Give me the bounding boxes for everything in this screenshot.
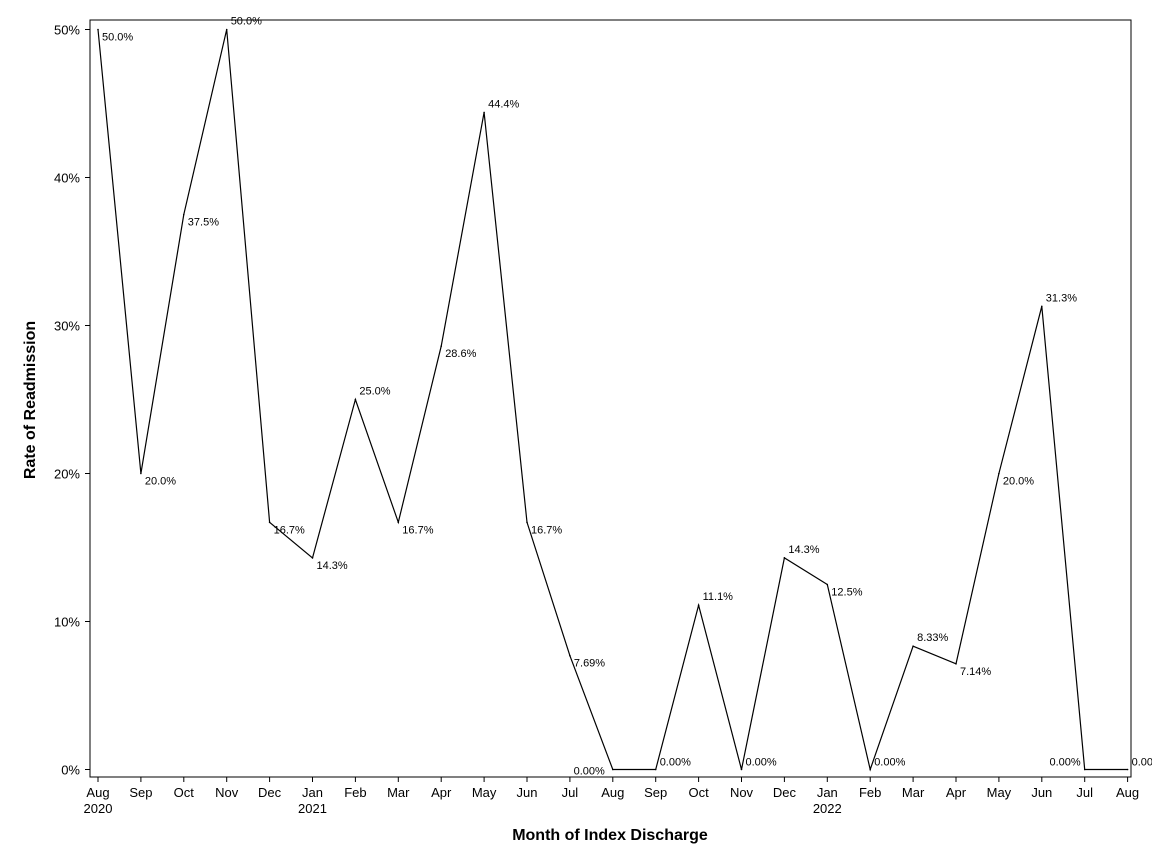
y-tick-label: 40% xyxy=(54,171,80,186)
x-tick-label: Nov xyxy=(215,785,239,800)
data-label: 7.14% xyxy=(960,666,991,678)
x-tick-label: Mar xyxy=(902,785,925,800)
series-line xyxy=(97,29,1128,772)
data-point xyxy=(1126,768,1129,771)
y-tick-label: 0% xyxy=(61,763,80,778)
data-label: 0.00% xyxy=(660,757,691,769)
data-label: 8.33% xyxy=(917,632,948,644)
data-point xyxy=(354,398,357,401)
data-label: 0.00% xyxy=(574,766,605,778)
data-label: 16.7% xyxy=(402,524,433,536)
x-tick-label: Jun xyxy=(1031,785,1052,800)
y-tick-label: 20% xyxy=(54,467,80,482)
x-tick-label: Mar xyxy=(387,785,410,800)
x-tick-label: Oct xyxy=(688,785,709,800)
data-label: 16.7% xyxy=(531,524,562,536)
data-label: 20.0% xyxy=(1003,476,1034,488)
data-point xyxy=(869,768,871,771)
data-label: 0.00% xyxy=(1132,757,1152,769)
x-tick-label: May xyxy=(987,785,1012,800)
y-axis-title: Rate of Readmission xyxy=(22,321,39,479)
x-tick-label: Sep xyxy=(129,785,152,800)
x-year-label: 2020 xyxy=(84,801,113,816)
data-point xyxy=(526,521,528,524)
data-point xyxy=(483,111,485,114)
x-tick-label: Dec xyxy=(773,785,797,800)
data-label: 14.3% xyxy=(317,560,348,572)
data-point xyxy=(654,768,657,771)
x-tick-label: Apr xyxy=(946,785,967,800)
y-axis: 0% 10% 20% 30% 40% 50% xyxy=(54,23,90,778)
data-point xyxy=(826,583,829,586)
data-point xyxy=(183,213,185,216)
data-point xyxy=(268,521,271,524)
data-label: 50.0% xyxy=(102,32,133,44)
data-label: 14.3% xyxy=(788,544,819,556)
data-label: 25.0% xyxy=(359,386,390,398)
data-label: 0.00% xyxy=(874,757,905,769)
data-point xyxy=(440,345,443,348)
data-label: 31.3% xyxy=(1046,292,1077,304)
data-label: 12.5% xyxy=(831,587,862,599)
data-point xyxy=(397,521,400,524)
x-tick-label: Aug xyxy=(601,785,624,800)
data-label: 0.00% xyxy=(1049,757,1080,769)
data-point xyxy=(225,28,228,31)
x-year-label: 2021 xyxy=(298,801,327,816)
data-label: 16.7% xyxy=(274,524,305,536)
y-tick-label: 30% xyxy=(54,319,80,334)
data-labels: 50.0% 20.0% 37.5% 50.0% 16.7% 14.3% 25.0% 16.7%… xyxy=(102,16,1152,778)
x-tick-label: Aug xyxy=(1116,785,1139,800)
data-point xyxy=(697,604,700,607)
data-label: 11.1% xyxy=(703,591,734,603)
x-tick-label: Dec xyxy=(258,785,282,800)
x-tick-label: Feb xyxy=(344,785,366,800)
x-year-label: 2022 xyxy=(813,801,842,816)
data-label: 20.0% xyxy=(145,476,176,488)
data-label: 37.5% xyxy=(188,217,219,229)
data-label: 28.6% xyxy=(445,348,476,360)
series-layer xyxy=(97,28,1129,772)
x-tick-label: Aug xyxy=(86,785,109,800)
x-axis-title: Month of Index Discharge xyxy=(512,827,708,844)
data-point xyxy=(1041,305,1043,308)
x-tick-label: Jan xyxy=(302,785,323,800)
data-point xyxy=(612,768,614,771)
x-tick-label: Jul xyxy=(1076,785,1093,800)
x-tick-label: May xyxy=(472,785,497,800)
data-point xyxy=(740,768,743,771)
x-tick-label: Oct xyxy=(174,785,195,800)
x-tick-label: Jul xyxy=(562,785,579,800)
data-point xyxy=(140,472,142,475)
x-tick-label: Apr xyxy=(431,785,452,800)
data-label: 7.69% xyxy=(574,658,605,670)
data-point xyxy=(998,472,1000,475)
y-tick-label: 50% xyxy=(54,23,80,38)
data-point xyxy=(311,557,314,559)
data-label: 44.4% xyxy=(488,98,519,110)
x-tick-label: Nov xyxy=(730,785,754,800)
data-point xyxy=(783,557,786,559)
data-label: 50.0% xyxy=(231,16,262,28)
x-tick-label: Jan xyxy=(817,785,838,800)
data-point xyxy=(97,28,99,31)
x-tick-label: Jun xyxy=(517,785,538,800)
plot-frame xyxy=(89,19,1132,778)
data-point xyxy=(1083,768,1086,771)
x-tick-label: Feb xyxy=(859,785,881,800)
x-tick-label: Sep xyxy=(644,785,667,800)
data-point xyxy=(912,645,914,648)
y-tick-label: 10% xyxy=(54,615,80,630)
data-point xyxy=(955,663,957,665)
data-label: 0.00% xyxy=(746,757,777,769)
data-point xyxy=(569,654,571,657)
